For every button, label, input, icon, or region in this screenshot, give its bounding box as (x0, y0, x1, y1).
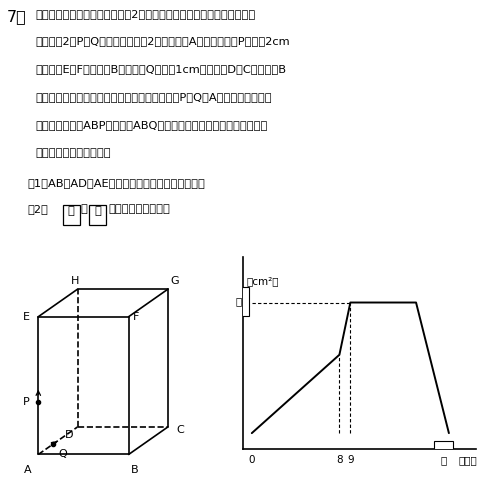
Text: G: G (170, 276, 179, 286)
Text: 9: 9 (347, 456, 354, 465)
Text: イ: イ (236, 296, 242, 306)
Text: 時間と，三角形ABPと三角形ABQの面積の和の関係を表しています。: 時間と，三角形ABPと三角形ABQの面積の和の関係を表しています。 (35, 120, 268, 130)
Bar (229, 287, 248, 315)
Text: D: D (65, 430, 73, 440)
Text: （cm²）: （cm²） (246, 276, 279, 287)
Text: ，: ， (81, 204, 87, 214)
Text: A: A (24, 465, 31, 475)
Text: 8: 8 (336, 456, 343, 465)
Text: の値を求めなさい。: の値を求めなさい。 (108, 204, 170, 214)
Bar (434, 441, 453, 470)
Bar (63, 205, 80, 225)
Text: P: P (23, 397, 29, 407)
Text: に沿って2点P，Qが動きました。2点は同時にAを出発し，点Pは毎秒2cm: に沿って2点P，Qが動きました。2点は同時にAを出発し，点Pは毎秒2cm (35, 36, 290, 47)
Text: ア: ア (440, 456, 446, 465)
Text: C: C (177, 424, 185, 434)
Text: （秒）: （秒） (459, 456, 478, 465)
Text: の速さでE，Fを通ってBまで，点Qは毎秒1cmの速さでD，Cを通ってB: の速さでE，Fを通ってBまで，点Qは毎秒1cmの速さでD，Cを通ってB (35, 64, 286, 74)
Text: 0: 0 (248, 456, 255, 465)
Text: F: F (133, 312, 139, 322)
Text: （2）: （2） (27, 204, 48, 214)
Text: 次の問いに答えなさい。: 次の問いに答えなさい。 (35, 148, 111, 158)
Text: （1）AB，AD，AEの長さをそれぞれ求めなさい。: （1）AB，AD，AEの長さをそれぞれ求めなさい。 (27, 178, 205, 188)
Text: H: H (71, 276, 79, 286)
Text: 下図は，高さが縦や横の長さの2倍より長い直方体で，この直方体の辺: 下図は，高さが縦や横の長さの2倍より長い直方体で，この直方体の辺 (35, 9, 256, 19)
Text: まで動き，同時に着きました。下のグラフは，P，QがAを出発してからの: まで動き，同時に着きました。下のグラフは，P，QがAを出発してからの (35, 92, 272, 102)
Text: 7．: 7． (6, 9, 26, 24)
Text: B: B (131, 465, 139, 475)
Text: イ: イ (94, 206, 101, 216)
Text: E: E (23, 312, 29, 322)
Text: Q: Q (58, 449, 67, 459)
Bar (89, 205, 106, 225)
Text: ア: ア (68, 206, 75, 216)
